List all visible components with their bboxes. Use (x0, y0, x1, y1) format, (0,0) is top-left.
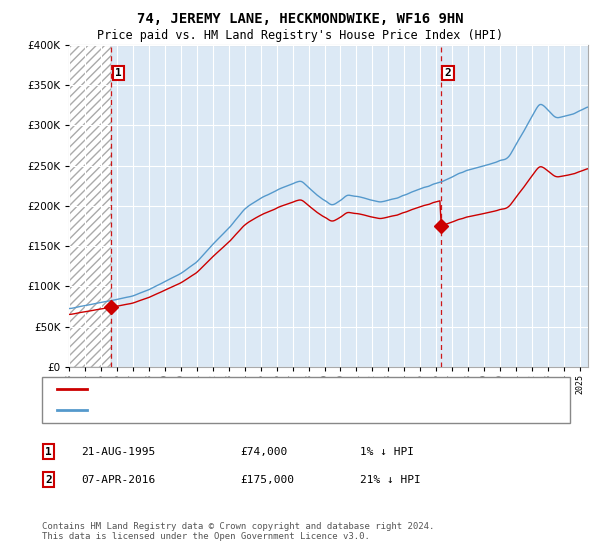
Text: 1% ↓ HPI: 1% ↓ HPI (360, 447, 414, 457)
Text: 1: 1 (115, 68, 122, 78)
Text: 2: 2 (45, 475, 52, 485)
Text: HPI: Average price, detached house, Kirklees: HPI: Average price, detached house, Kirk… (93, 405, 368, 416)
Text: 74, JEREMY LANE, HECKMONDWIKE, WF16 9HN (detached house): 74, JEREMY LANE, HECKMONDWIKE, WF16 9HN … (93, 384, 443, 394)
Text: 21-AUG-1995: 21-AUG-1995 (81, 447, 155, 457)
Text: £74,000: £74,000 (240, 447, 287, 457)
Text: Contains HM Land Registry data © Crown copyright and database right 2024.
This d: Contains HM Land Registry data © Crown c… (42, 522, 434, 542)
Text: 74, JEREMY LANE, HECKMONDWIKE, WF16 9HN: 74, JEREMY LANE, HECKMONDWIKE, WF16 9HN (137, 12, 463, 26)
Text: 2: 2 (445, 68, 451, 78)
Text: 21% ↓ HPI: 21% ↓ HPI (360, 475, 421, 485)
Text: 07-APR-2016: 07-APR-2016 (81, 475, 155, 485)
Text: £175,000: £175,000 (240, 475, 294, 485)
Text: 1: 1 (45, 447, 52, 457)
Text: Price paid vs. HM Land Registry's House Price Index (HPI): Price paid vs. HM Land Registry's House … (97, 29, 503, 42)
